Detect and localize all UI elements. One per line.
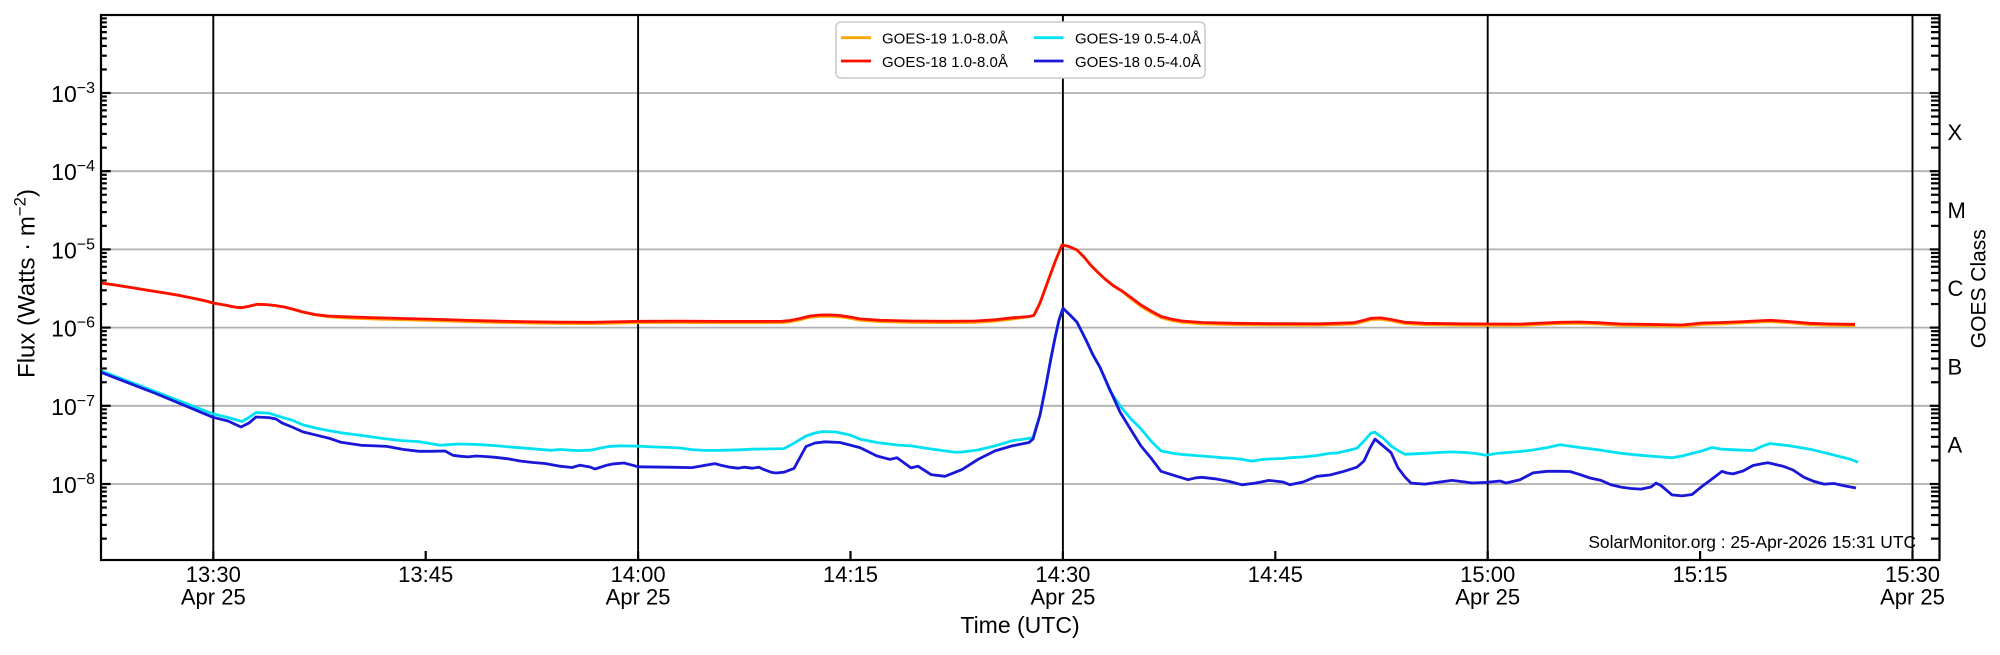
svg-text:13:45: 13:45 [398, 562, 453, 587]
svg-text:13:30: 13:30 [186, 562, 241, 587]
svg-text:M: M [1948, 198, 1966, 223]
svg-text:15:30: 15:30 [1885, 562, 1940, 587]
svg-text:Flux (Watts · m−2): Flux (Watts · m−2) [11, 189, 41, 378]
svg-text:Apr 25: Apr 25 [1880, 585, 1945, 610]
svg-text:Apr 25: Apr 25 [1030, 585, 1095, 610]
svg-text:C: C [1948, 276, 1964, 301]
svg-text:X: X [1948, 120, 1963, 145]
svg-text:GOES-18 1.0-8.0Å: GOES-18 1.0-8.0Å [882, 54, 1008, 71]
svg-text:14:00: 14:00 [611, 562, 666, 587]
svg-text:A: A [1948, 433, 1963, 458]
svg-text:Apr 25: Apr 25 [606, 585, 671, 610]
svg-text:GOES-19 0.5-4.0Å: GOES-19 0.5-4.0Å [1075, 31, 1201, 48]
svg-text:14:30: 14:30 [1035, 562, 1090, 587]
svg-text:Apr 25: Apr 25 [1455, 585, 1520, 610]
svg-text:GOES-19 1.0-8.0Å: GOES-19 1.0-8.0Å [882, 31, 1008, 48]
svg-text:14:45: 14:45 [1248, 562, 1303, 587]
svg-text:SolarMonitor.org : 25-Apr-2026: SolarMonitor.org : 25-Apr-2026 15:31 UTC [1588, 532, 1916, 552]
svg-text:GOES-18 0.5-4.0Å: GOES-18 0.5-4.0Å [1075, 54, 1201, 71]
svg-text:10−8: 10−8 [51, 471, 95, 498]
svg-text:15:00: 15:00 [1460, 562, 1515, 587]
svg-text:B: B [1948, 354, 1963, 379]
svg-text:GOES Class: GOES Class [1968, 229, 1991, 348]
svg-text:15:15: 15:15 [1673, 562, 1728, 587]
svg-text:14:15: 14:15 [823, 562, 878, 587]
svg-text:Time (UTC): Time (UTC) [960, 612, 1079, 638]
svg-text:Apr 25: Apr 25 [181, 585, 246, 610]
